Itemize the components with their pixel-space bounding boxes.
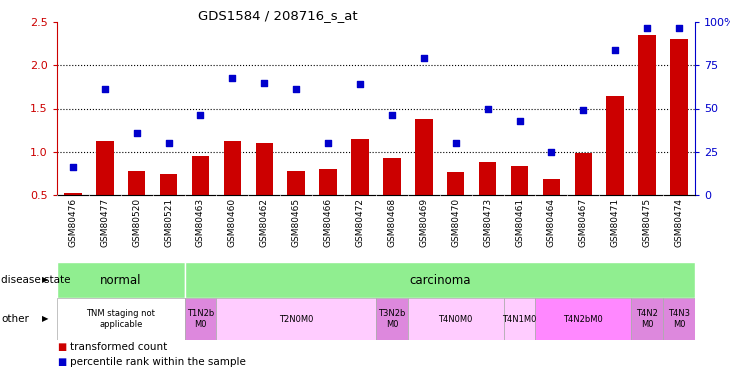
Point [226,75,238,81]
Bar [631,298,663,340]
Text: GSM80469: GSM80469 [419,198,429,247]
Text: GSM80461: GSM80461 [515,198,524,247]
Point [99,87,111,93]
Bar [408,298,504,340]
Point [354,81,366,87]
Text: ▶: ▶ [42,276,48,285]
Text: TNM staging not
applicable: TNM staging not applicable [86,309,155,329]
Bar [185,262,695,298]
Bar [575,153,592,195]
Text: T3N2b
M0: T3N2b M0 [378,309,406,329]
Text: GDS1584 / 208716_s_at: GDS1584 / 208716_s_at [198,9,357,22]
Text: T4N2bM0: T4N2bM0 [564,315,603,324]
Bar [511,166,529,195]
Text: GSM80467: GSM80467 [579,198,588,247]
Point [418,56,430,62]
Point [258,80,270,86]
Bar [192,156,210,195]
Bar [383,158,401,195]
Point [577,107,589,113]
Text: GSM80462: GSM80462 [260,198,269,247]
Bar [670,39,688,195]
Bar [638,35,656,195]
Point [195,111,207,117]
Text: T1N2b
M0: T1N2b M0 [187,309,214,329]
Point [163,140,174,146]
Text: GSM80463: GSM80463 [196,198,205,247]
Text: GSM80521: GSM80521 [164,198,173,247]
Text: GSM80471: GSM80471 [611,198,620,247]
Text: T4N1M0: T4N1M0 [502,315,537,324]
Bar [216,298,376,340]
Bar [504,298,535,340]
Bar [479,162,496,195]
Point [673,25,685,31]
Text: GSM80465: GSM80465 [292,198,301,247]
Text: GSM80470: GSM80470 [451,198,460,247]
Point [482,105,493,111]
Text: T2N0M0: T2N0M0 [279,315,313,324]
Text: carcinoma: carcinoma [409,273,471,286]
Text: GSM80475: GSM80475 [642,198,652,247]
Point [545,149,557,155]
Point [322,140,334,146]
Text: GSM80466: GSM80466 [323,198,333,247]
Text: GSM80468: GSM80468 [388,198,396,247]
Bar [57,262,185,298]
Bar [255,143,273,195]
Bar [535,298,631,340]
Text: ■: ■ [57,357,66,367]
Bar [447,172,464,195]
Text: percentile rank within the sample: percentile rank within the sample [70,357,246,367]
Point [291,86,302,92]
Text: T4N2
M0: T4N2 M0 [636,309,658,329]
Bar [96,141,114,195]
Bar [64,193,82,195]
Bar [57,298,185,340]
Text: GSM80473: GSM80473 [483,198,492,247]
Text: GSM80476: GSM80476 [69,198,77,247]
Text: GSM80460: GSM80460 [228,198,237,247]
Bar [607,96,624,195]
Point [610,46,621,53]
Bar [415,119,433,195]
Text: other: other [1,314,29,324]
Text: T4N3
M0: T4N3 M0 [668,309,690,329]
Point [450,140,461,146]
Text: transformed count: transformed count [70,342,167,352]
Text: GSM80464: GSM80464 [547,198,556,247]
Bar [663,298,695,340]
Point [514,118,526,124]
Bar [128,171,145,195]
Text: normal: normal [100,273,142,286]
Bar [542,178,560,195]
Bar [288,171,305,195]
Text: GSM80477: GSM80477 [100,198,110,247]
Bar [185,298,216,340]
Bar [351,139,369,195]
Text: disease state: disease state [1,275,71,285]
Point [386,111,398,117]
Bar [319,169,337,195]
Text: GSM80520: GSM80520 [132,198,141,247]
Text: ▶: ▶ [42,315,48,324]
Bar [376,298,408,340]
Bar [160,174,177,195]
Point [67,164,79,170]
Text: ■: ■ [57,342,66,352]
Text: GSM80472: GSM80472 [356,198,364,247]
Text: GSM80474: GSM80474 [675,198,683,247]
Bar [223,141,241,195]
Point [131,130,142,136]
Text: T4N0M0: T4N0M0 [439,315,473,324]
Point [641,25,653,31]
